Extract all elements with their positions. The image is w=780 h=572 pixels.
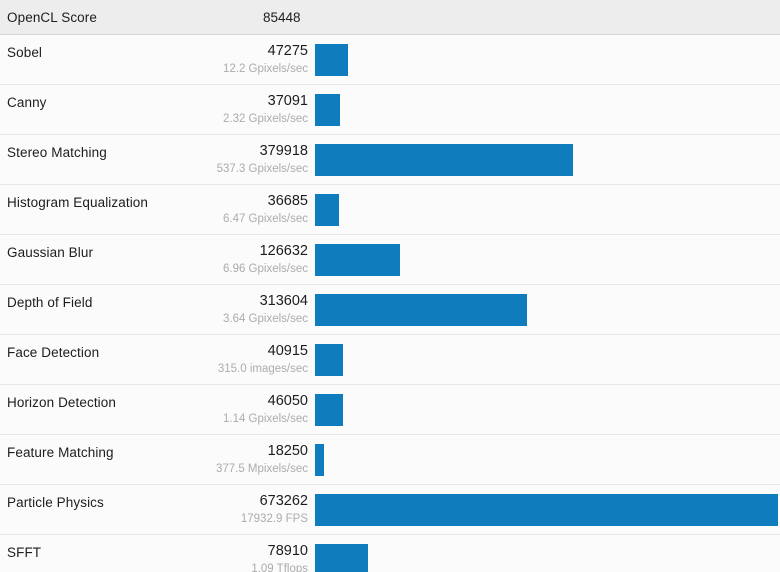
benchmark-bar-track: [315, 194, 778, 226]
benchmark-name: Face Detection: [7, 345, 100, 360]
benchmark-bar-track: [315, 94, 778, 126]
benchmark-rate: 537.3 Gpixels/sec: [216, 163, 308, 175]
benchmark-score: 126632: [259, 243, 308, 259]
benchmark-bar: [315, 194, 339, 226]
benchmark-score: 18250: [267, 443, 308, 459]
benchmark-name: Particle Physics: [7, 495, 104, 510]
benchmark-bar-track: [315, 544, 778, 572]
benchmark-bar: [315, 544, 368, 572]
benchmark-bar: [315, 294, 527, 326]
benchmark-bar-track: [315, 244, 778, 276]
benchmark-score: 379918: [259, 143, 308, 159]
benchmark-rate: 1.09 Tflops: [251, 563, 308, 572]
table-row: Histogram Equalization 36685 6.47 Gpixels/…: [0, 185, 780, 235]
benchmark-bar: [315, 494, 778, 526]
score-header-label: OpenCL Score: [7, 9, 97, 25]
benchmark-rate: 12.2 Gpixels/sec: [222, 63, 308, 75]
benchmark-score: 313604: [259, 293, 308, 309]
table-row: Face Detection 40915 315.0 images/sec: [0, 335, 780, 385]
benchmark-rate: 377.5 Mpixels/sec: [215, 463, 308, 475]
benchmark-bar: [315, 444, 324, 476]
benchmark-name: Canny: [7, 95, 47, 110]
benchmark-bar: [315, 44, 348, 76]
benchmark-name: SFFT: [7, 545, 42, 560]
benchmark-bar-track: [315, 44, 778, 76]
table-row: Stereo Matching 379918 537.3 Gpixels/sec: [0, 135, 780, 185]
table-row: Canny 37091 2.32 Gpixels/sec: [0, 85, 780, 135]
benchmark-bar-track: [315, 394, 778, 426]
score-header-row: OpenCL Score 85448: [0, 0, 780, 35]
benchmark-score: 673262: [259, 493, 308, 509]
benchmark-rate: 17932.9 FPS: [240, 513, 308, 525]
benchmark-score: 37091: [267, 93, 308, 109]
benchmark-name: Depth of Field: [7, 295, 93, 310]
benchmark-rate: 6.96 Gpixels/sec: [222, 263, 308, 275]
benchmark-bar: [315, 94, 340, 126]
benchmark-score: 40915: [267, 343, 308, 359]
benchmark-name: Horizon Detection: [7, 395, 117, 410]
table-row: Feature Matching 18250 377.5 Mpixels/sec: [0, 435, 780, 485]
benchmark-rate: 3.64 Gpixels/sec: [222, 313, 308, 325]
benchmark-name: Gaussian Blur: [7, 245, 94, 260]
table-row: Horizon Detection 46050 1.14 Gpixels/sec: [0, 385, 780, 435]
benchmark-bar-track: [315, 494, 778, 526]
benchmark-name: Sobel: [7, 45, 43, 60]
benchmark-bar-track: [315, 144, 778, 176]
benchmark-rate: 1.14 Gpixels/sec: [222, 413, 308, 425]
benchmark-bar-track: [315, 294, 778, 326]
score-header-value: 85448: [263, 9, 301, 25]
benchmark-bar-track: [315, 444, 778, 476]
benchmark-rows-container: Sobel 47275 12.2 Gpixels/sec Canny 37091 2.32…: [0, 35, 780, 572]
table-row: Gaussian Blur 126632 6.96 Gpixels/sec: [0, 235, 780, 285]
benchmark-name: Feature Matching: [7, 445, 114, 460]
benchmark-score: 47275: [267, 43, 308, 59]
benchmark-rate: 2.32 Gpixels/sec: [222, 113, 308, 125]
benchmark-bar: [315, 394, 343, 426]
benchmark-rate: 6.47 Gpixels/sec: [222, 213, 308, 225]
table-row: Sobel 47275 12.2 Gpixels/sec: [0, 35, 780, 85]
benchmark-bar: [315, 244, 400, 276]
benchmark-score: 46050: [267, 393, 308, 409]
table-row: SFFT 78910 1.09 Tflops: [0, 535, 780, 572]
benchmark-bar: [315, 144, 573, 176]
benchmark-score: 78910: [267, 543, 308, 559]
benchmark-score: 36685: [267, 193, 308, 209]
table-row: Particle Physics 673262 17932.9 FPS: [0, 485, 780, 535]
table-row: Depth of Field 313604 3.64 Gpixels/sec: [0, 285, 780, 335]
benchmark-name: Stereo Matching: [7, 145, 107, 160]
benchmark-name: Histogram Equalization: [7, 195, 149, 210]
benchmark-bar-track: [315, 344, 778, 376]
benchmark-rate: 315.0 images/sec: [217, 363, 308, 375]
benchmark-bar: [315, 344, 343, 376]
